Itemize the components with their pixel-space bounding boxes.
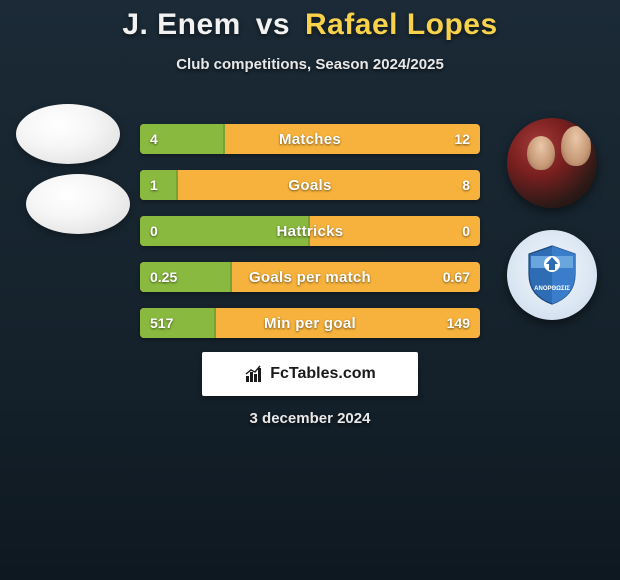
right-avatars: ΑΝΟΡΘΩΣΙΣ [492,118,612,320]
brand-badge[interactable]: FcTables.com [202,352,418,396]
stat-row: 0Hattricks0 [140,216,480,246]
bars-chart-icon [244,364,264,384]
shield-icon: ΑΝΟΡΘΩΣΙΣ [525,244,579,306]
stat-label: Min per goal [140,308,480,338]
comparison-card: J. Enem vs Rafael Lopes Club competition… [0,0,620,73]
stat-label: Matches [140,124,480,154]
stat-label: Goals [140,170,480,200]
stat-right-value: 12 [454,124,470,154]
player1-photo-placeholder [16,104,120,164]
left-avatars [8,104,128,244]
stat-right-value: 8 [462,170,470,200]
brand-text: FcTables.com [270,365,376,383]
stat-row: 4Matches12 [140,124,480,154]
vs-separator: vs [256,8,290,41]
stat-right-value: 149 [447,308,470,338]
stat-row: 517Min per goal149 [140,308,480,338]
player1-club-placeholder [26,174,130,234]
player2-photo [507,118,597,208]
stat-bars: 4Matches12 1Goals8 0Hattricks0 0.25Goals pe… [140,124,480,354]
subtitle: Club competitions, Season 2024/2025 [0,56,620,73]
date-text: 3 december 2024 [0,410,620,427]
stat-label: Hattricks [140,216,480,246]
page-title: J. Enem vs Rafael Lopes [0,8,620,42]
stat-right-value: 0 [462,216,470,246]
stat-right-value: 0.67 [443,262,470,292]
player2-club-crest: ΑΝΟΡΘΩΣΙΣ [507,230,597,320]
stat-label: Goals per match [140,262,480,292]
stat-row: 0.25Goals per match0.67 [140,262,480,292]
svg-text:ΑΝΟΡΘΩΣΙΣ: ΑΝΟΡΘΩΣΙΣ [534,286,570,292]
player1-name: J. Enem [122,8,241,41]
stat-row: 1Goals8 [140,170,480,200]
player2-name: Rafael Lopes [305,8,498,41]
